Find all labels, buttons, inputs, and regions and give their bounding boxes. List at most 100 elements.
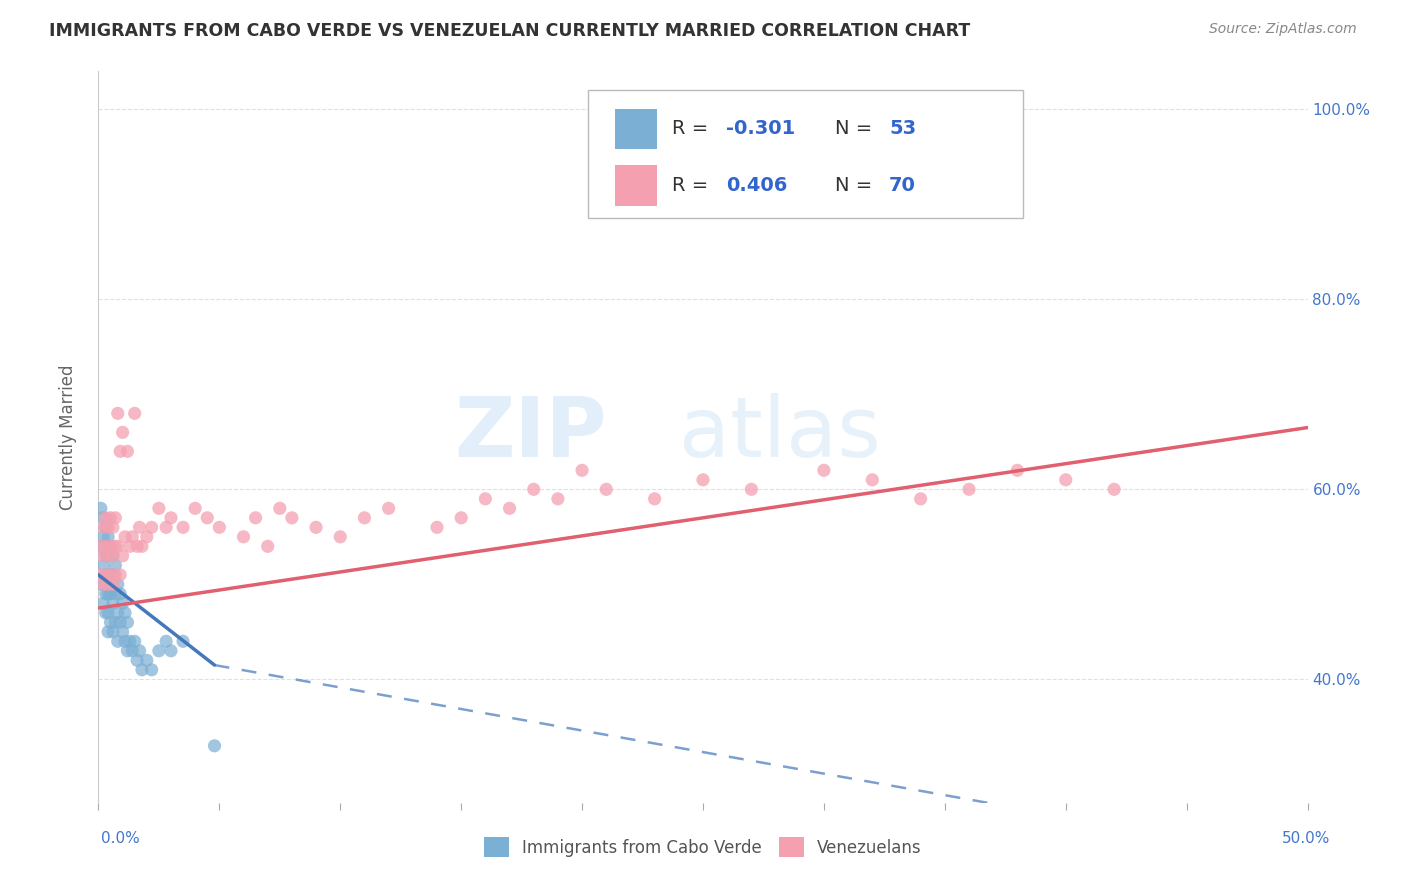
- Point: [94, 549, 117, 563]
- Point: [141, 663, 163, 677]
- Point: [135, 530, 157, 544]
- Point: [101, 567, 124, 582]
- Point: [104, 615, 127, 630]
- Point: [644, 491, 666, 506]
- Point: [135, 653, 157, 667]
- Point: [281, 511, 304, 525]
- Point: [97, 587, 120, 601]
- Point: [155, 520, 177, 534]
- Point: [232, 530, 254, 544]
- Point: [692, 473, 714, 487]
- Point: [474, 491, 496, 506]
- Point: [131, 663, 153, 677]
- Point: [127, 539, 149, 553]
- Point: [450, 511, 472, 525]
- Point: [148, 501, 170, 516]
- Point: [100, 539, 122, 553]
- Point: [128, 644, 150, 658]
- Text: N =: N =: [835, 120, 879, 138]
- Point: [124, 406, 146, 420]
- Point: [160, 511, 183, 525]
- Point: [91, 520, 114, 534]
- Text: 70: 70: [889, 176, 917, 194]
- Point: [101, 577, 124, 591]
- Point: [111, 425, 134, 440]
- Y-axis label: Currently Married: Currently Married: [59, 364, 77, 510]
- Point: [1054, 473, 1077, 487]
- Point: [595, 483, 617, 497]
- Point: [94, 539, 117, 553]
- Text: IMMIGRANTS FROM CABO VERDE VS VENEZUELAN CURRENTLY MARRIED CORRELATION CHART: IMMIGRANTS FROM CABO VERDE VS VENEZUELAN…: [49, 22, 970, 40]
- Point: [172, 634, 194, 648]
- Point: [97, 624, 120, 639]
- Point: [121, 530, 143, 544]
- Point: [94, 567, 117, 582]
- Point: [117, 644, 139, 658]
- Point: [111, 596, 134, 610]
- Point: [208, 520, 231, 534]
- Point: [91, 558, 114, 573]
- Point: [107, 606, 129, 620]
- Point: [498, 501, 520, 516]
- Point: [101, 520, 124, 534]
- Point: [256, 539, 278, 553]
- Point: [172, 520, 194, 534]
- Point: [111, 624, 134, 639]
- Point: [1102, 483, 1125, 497]
- Point: [97, 530, 120, 544]
- Point: [104, 511, 127, 525]
- Point: [329, 530, 352, 544]
- Point: [269, 501, 291, 516]
- Point: [100, 539, 122, 553]
- Point: [114, 634, 136, 648]
- Point: [148, 644, 170, 658]
- Point: [91, 530, 114, 544]
- Point: [108, 567, 131, 582]
- Point: [160, 644, 183, 658]
- Point: [104, 539, 127, 553]
- Point: [141, 520, 163, 534]
- Point: [155, 634, 177, 648]
- Text: atlas: atlas: [679, 392, 880, 474]
- Point: [101, 549, 124, 563]
- Point: [91, 511, 114, 525]
- Point: [547, 491, 569, 506]
- Point: [184, 501, 207, 516]
- Point: [97, 567, 120, 582]
- Point: [1007, 463, 1029, 477]
- Text: 0.0%: 0.0%: [101, 831, 141, 847]
- Point: [107, 406, 129, 420]
- Point: [101, 624, 124, 639]
- Point: [118, 539, 141, 553]
- Point: [127, 653, 149, 667]
- Point: [114, 530, 136, 544]
- Text: 53: 53: [889, 120, 917, 138]
- Legend: Immigrants from Cabo Verde, Venezuelans: Immigrants from Cabo Verde, Venezuelans: [478, 830, 928, 864]
- Point: [813, 463, 835, 477]
- Point: [245, 511, 267, 525]
- Point: [94, 587, 117, 601]
- Point: [100, 615, 122, 630]
- Point: [128, 520, 150, 534]
- Point: [94, 606, 117, 620]
- Point: [104, 567, 127, 582]
- Point: [97, 520, 120, 534]
- Point: [111, 549, 134, 563]
- Point: [118, 634, 141, 648]
- Text: R =: R =: [672, 176, 714, 194]
- Point: [117, 444, 139, 458]
- Point: [108, 587, 131, 601]
- Point: [108, 444, 131, 458]
- Point: [100, 567, 122, 582]
- Point: [100, 567, 122, 582]
- Point: [100, 511, 122, 525]
- Text: Source: ZipAtlas.com: Source: ZipAtlas.com: [1209, 22, 1357, 37]
- Point: [94, 567, 117, 582]
- Point: [91, 549, 114, 563]
- Point: [100, 587, 122, 601]
- Point: [426, 520, 449, 534]
- Point: [97, 577, 120, 591]
- Point: [107, 539, 129, 553]
- Point: [90, 501, 112, 516]
- Point: [910, 491, 932, 506]
